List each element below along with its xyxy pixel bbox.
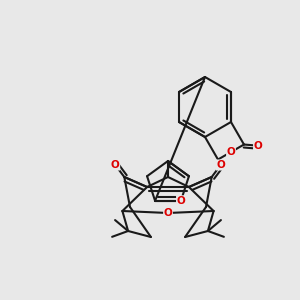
Text: O: O [164,208,172,218]
Text: O: O [216,160,225,170]
Text: O: O [226,147,236,157]
Text: O: O [177,196,185,206]
Text: O: O [254,141,262,151]
Text: O: O [111,160,120,170]
